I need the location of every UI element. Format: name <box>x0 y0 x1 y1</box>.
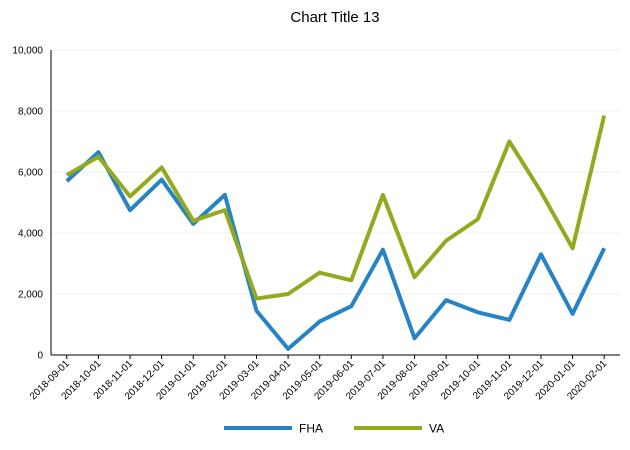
y-tick-label: 2,000 <box>18 290 43 301</box>
y-axis-tick-labels: 0 2,000 4,000 6,000 8,000 10,000 <box>12 46 43 362</box>
x-axis-tick-labels: 2018-09-012018-10-012018-11-012018-12-01… <box>28 358 610 402</box>
y-tick-label: 10,000 <box>12 46 43 57</box>
legend-label-va: VA <box>429 422 444 436</box>
y-tick-label: 6,000 <box>18 168 43 179</box>
legend: FHA VA <box>224 422 444 436</box>
y-tick-label: 4,000 <box>18 229 43 240</box>
axes <box>50 50 620 359</box>
series-lines <box>65 115 607 351</box>
gridlines <box>51 49 620 295</box>
series-line-fha <box>65 150 606 351</box>
y-tick-label: 0 <box>37 351 43 362</box>
chart-title: Chart Title 13 <box>290 9 379 26</box>
y-tick-label: 8,000 <box>18 107 43 118</box>
legend-label-fha: FHA <box>299 422 323 436</box>
series-line-va <box>65 115 607 301</box>
